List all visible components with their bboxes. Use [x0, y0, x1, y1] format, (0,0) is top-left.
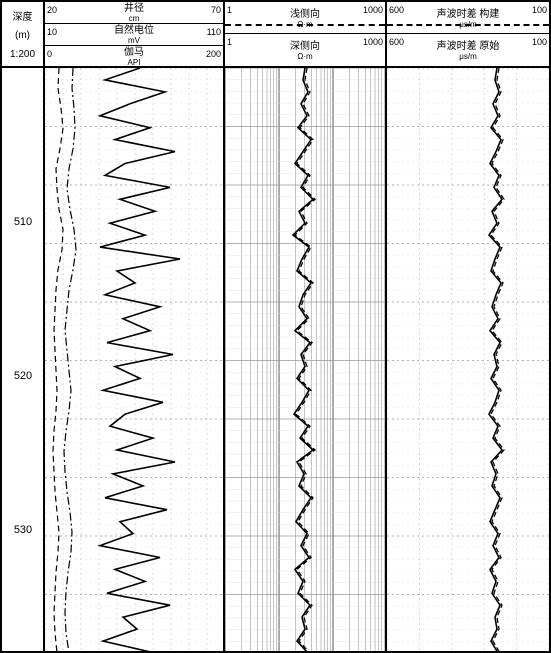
rls-min: 1	[227, 3, 232, 17]
rld-min: 1	[227, 35, 232, 49]
sp-min: 10	[47, 25, 57, 39]
ac-recon-label: 600 声波时差 构建 100 μs/m	[387, 2, 549, 34]
gr-max: 200	[206, 47, 221, 61]
ac-orig-label: 600 声波时差 原始 100 μs/m	[387, 34, 549, 66]
caliper-max: 70	[211, 3, 221, 17]
sp-max: 110	[207, 25, 221, 39]
ac-recon-max: 100	[532, 3, 547, 17]
track1-svg	[45, 68, 225, 651]
rld-max: 1000	[363, 35, 383, 49]
ac-orig-min: 600	[389, 35, 404, 49]
ac-orig-max: 100	[532, 35, 547, 49]
rld-unit: Ω·m	[225, 50, 385, 64]
ac-recon-min: 600	[389, 3, 404, 17]
depth-header: 深度 (m) 1:200	[2, 2, 45, 66]
ac-orig-unit: μs/m	[387, 50, 549, 64]
track2	[225, 68, 387, 651]
rls-max: 1000	[363, 3, 383, 17]
rls-label: 1 浅侧向 1000 Ω·m	[225, 2, 385, 34]
ac-dash-line	[387, 24, 549, 26]
track3-header: 600 声波时差 构建 100 μs/m 600 声波时差 原始 100 μs/…	[387, 2, 549, 66]
svg-text:530: 530	[14, 524, 32, 536]
svg-text:520: 520	[14, 370, 32, 382]
well-log-plate: 深度 (m) 1:200 20 井径 70 cm 10 自然电位 110 mV …	[0, 0, 551, 653]
depth-label: 深度	[13, 8, 33, 23]
caliper-min: 20	[47, 3, 57, 17]
track2-header: 1 浅侧向 1000 Ω·m 1 深侧向 1000 Ω·m	[225, 2, 387, 66]
track3	[387, 68, 549, 651]
svg-text:510: 510	[14, 216, 32, 228]
rld-label: 1 深侧向 1000 Ω·m	[225, 34, 385, 66]
depth-svg: 510 520 530	[2, 68, 45, 653]
sp-label: 10 自然电位 110 mV	[45, 24, 223, 46]
depth-column: 510 520 530	[2, 68, 45, 651]
depth-scale: 1:200	[10, 49, 35, 60]
track1-header: 20 井径 70 cm 10 自然电位 110 mV 0 伽马 200 API	[45, 2, 225, 66]
track1	[45, 68, 225, 651]
track2-svg	[225, 68, 387, 651]
gr-min: 0	[47, 47, 52, 61]
log-body: 510 520 530	[2, 68, 549, 651]
caliper-label: 20 井径 70 cm	[45, 2, 223, 24]
track3-svg	[387, 68, 549, 651]
header-row: 深度 (m) 1:200 20 井径 70 cm 10 自然电位 110 mV …	[2, 2, 549, 68]
rls-dash-line	[225, 24, 385, 26]
depth-unit: (m)	[15, 30, 30, 41]
gr-label: 0 伽马 200 API	[45, 46, 223, 68]
